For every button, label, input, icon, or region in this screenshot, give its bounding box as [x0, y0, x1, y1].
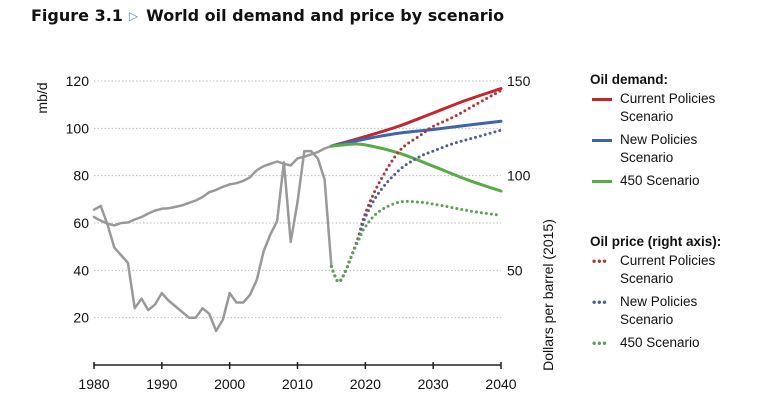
series-line-oil-demand-new-policies-scenario: [329, 119, 503, 148]
legend-demand: Oil demand: Current Policies Scenario Ne…: [590, 71, 715, 195]
legend-dots-red: •••: [592, 254, 608, 268]
x-tick-label: 1990: [146, 376, 177, 392]
legend-demand-heading: Oil demand:: [590, 72, 669, 87]
figure-number: Figure 3.1: [31, 6, 123, 25]
y-tick-label: 100: [66, 120, 90, 136]
series-layer: [92, 87, 503, 333]
legend-label: 450 Scenario: [620, 335, 700, 350]
legend-label: Scenario: [620, 312, 674, 327]
series-line-oil-price-new-policies-scenario: [329, 128, 503, 284]
series-line-oil-price-450-scenario: [329, 199, 503, 284]
x-tick-label: 1980: [78, 376, 109, 392]
y-tick-label: 80: [73, 168, 89, 184]
legend-label: Scenario: [620, 150, 674, 165]
legend-swatch-green: [592, 180, 612, 183]
y2-tick-label: 50: [507, 262, 523, 278]
x-tick-label: 2010: [282, 376, 313, 392]
legend-dots-green: •••: [592, 336, 608, 350]
x-tick-label: 2040: [485, 376, 516, 392]
y-tick-label: 60: [73, 215, 89, 231]
series-line-oil-demand-current-policies-scenario: [329, 87, 503, 148]
legend-item-price-current: ••• Current Policies Scenario: [590, 252, 721, 288]
legend-label: Scenario: [620, 271, 674, 286]
legend-item-price-450: ••• 450 Scenario: [590, 334, 721, 352]
legend-label: New Policies: [620, 294, 698, 309]
y-tick-label: 20: [73, 310, 89, 326]
legend-label: Scenario: [620, 109, 674, 124]
series-line-historical-oil-price: [92, 149, 333, 333]
legend-label: New Policies: [620, 132, 698, 147]
legend-label: Current Policies: [620, 253, 716, 268]
y-tick-label: 40: [73, 262, 89, 278]
legend-label: Current Policies: [620, 91, 716, 106]
series-line-historical-oil-demand: [92, 144, 333, 227]
legend-item-price-new: ••• New Policies Scenario: [590, 293, 721, 329]
x-tick-label: 2030: [418, 376, 449, 392]
figure-title-text: World oil demand and price by scenario: [146, 6, 505, 25]
legend-label: 450 Scenario: [620, 173, 700, 188]
triangle-right-icon: ▷: [128, 9, 139, 23]
legend-item-demand-new: New Policies Scenario: [590, 131, 715, 167]
legend-price: Oil price (right axis): ••• Current Poli…: [590, 233, 721, 357]
legend-swatch-red: [592, 98, 612, 101]
x-tick-label: 2020: [350, 376, 381, 392]
series-line-oil-demand-450-scenario: [329, 142, 503, 193]
x-tick-label: 2000: [214, 376, 245, 392]
y-tick-label: 120: [66, 73, 90, 89]
legend-item-demand-current: Current Policies Scenario: [590, 90, 715, 126]
gridlines: [94, 80, 501, 319]
legend-dots-blue: •••: [592, 295, 608, 309]
figure-title: Figure 3.1 ▷ World oil demand and price by…: [31, 6, 504, 26]
legend-swatch-blue: [592, 139, 612, 142]
y2-tick-label: 150: [507, 73, 531, 89]
y2-axis-title: Dollars per barrel (2015): [540, 219, 556, 371]
legend-item-demand-450: 450 Scenario: [590, 172, 715, 190]
legend-price-heading: Oil price (right axis):: [590, 234, 722, 249]
y-axis-title: mb/d: [34, 82, 50, 113]
y2-tick-label: 100: [507, 168, 531, 184]
